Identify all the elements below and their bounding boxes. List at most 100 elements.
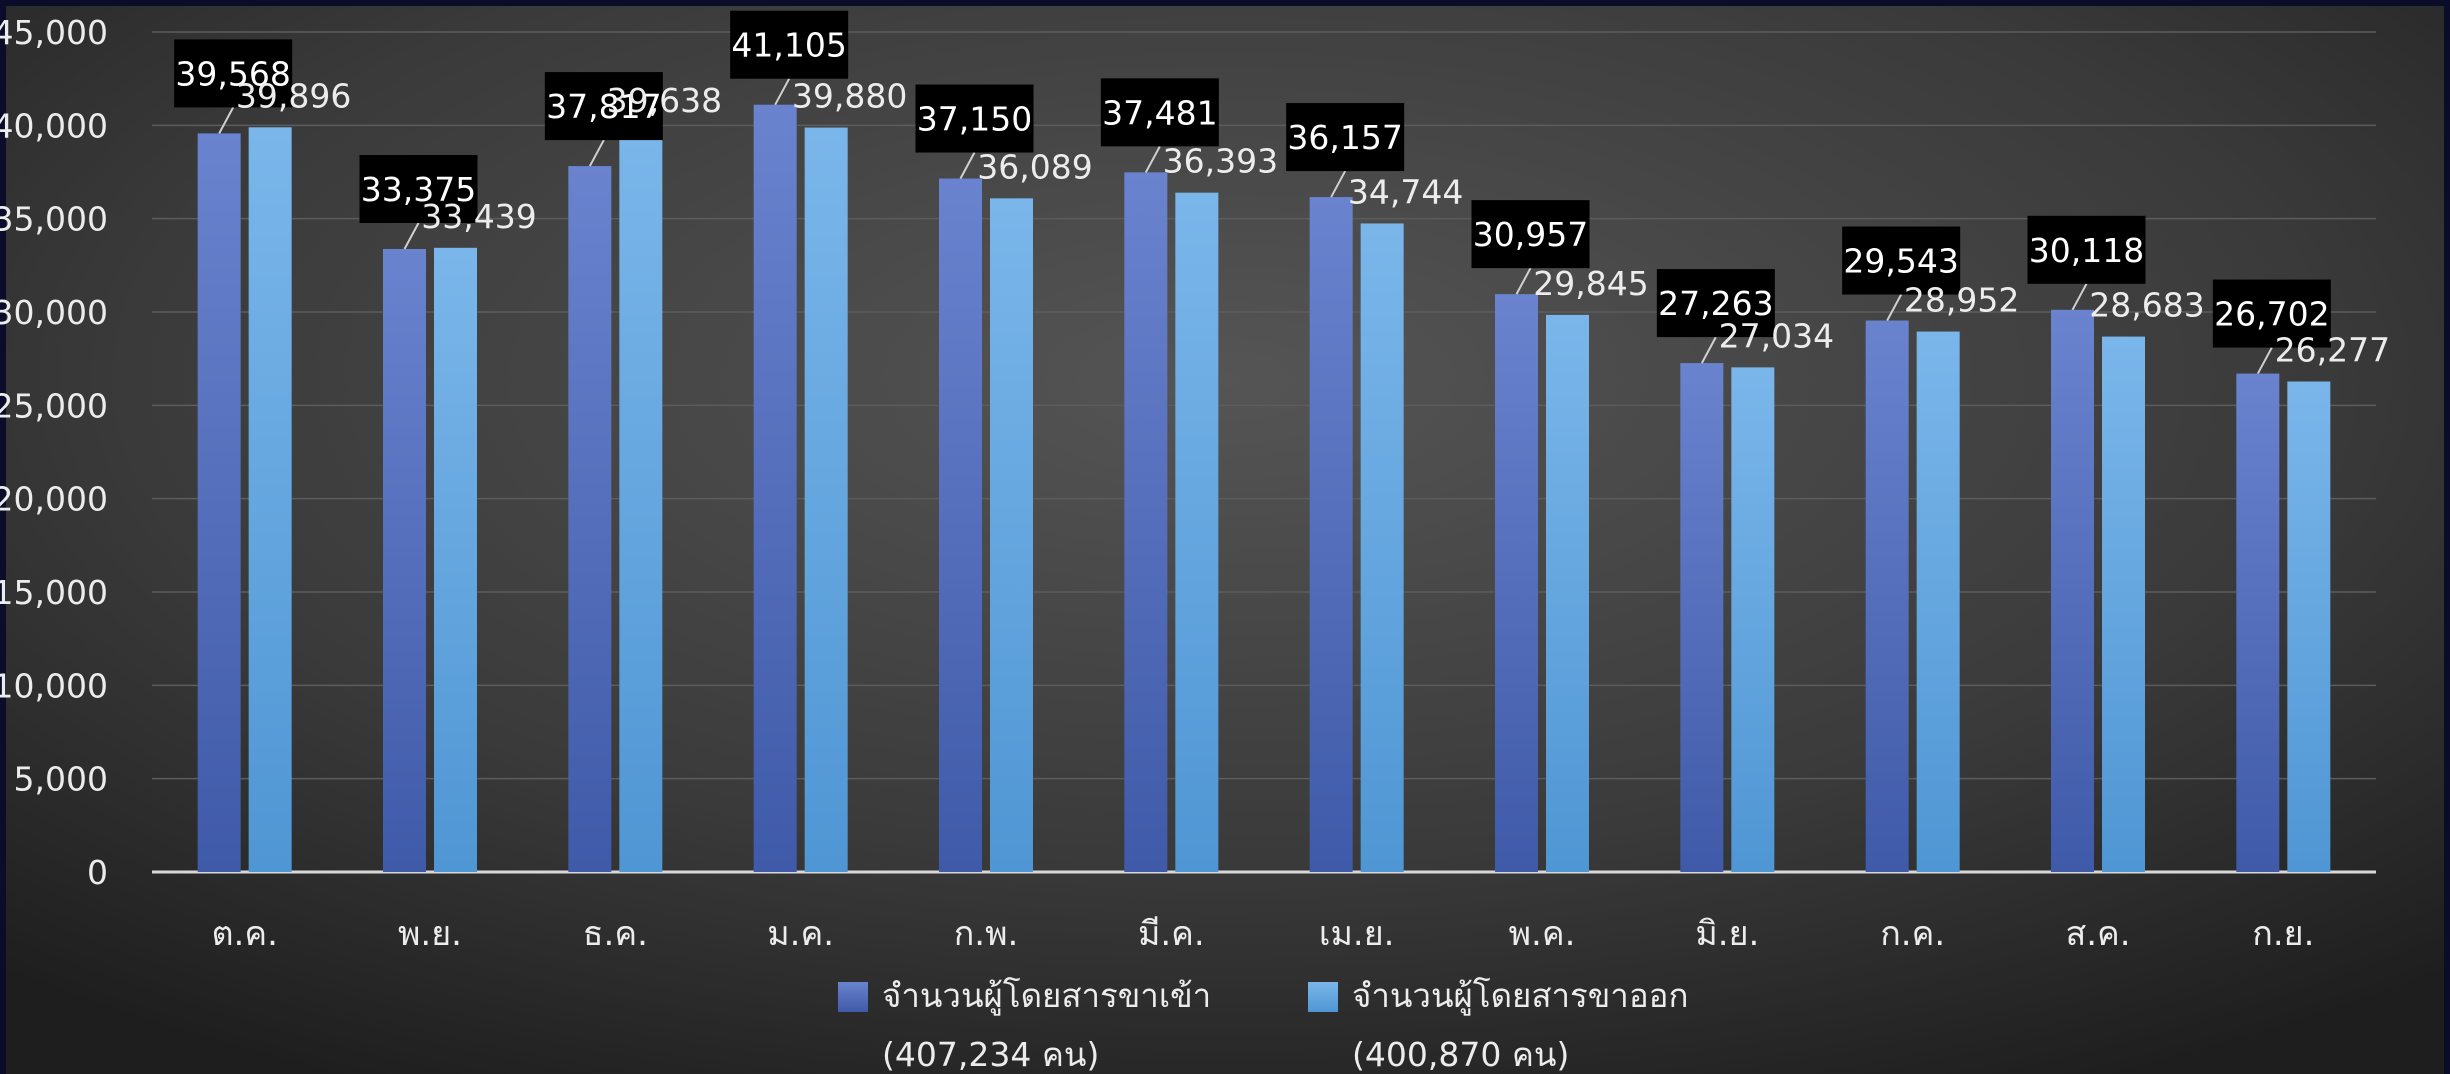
data-label-leader	[959, 152, 976, 180]
bar-inbound	[939, 178, 982, 873]
data-label-outbound: 36,393	[1163, 142, 1278, 181]
bar-inbound	[1495, 294, 1538, 872]
data-label-box	[1471, 200, 1590, 269]
data-label-inbound: 30,957	[1473, 215, 1588, 254]
data-label-outbound: 33,439	[421, 197, 536, 236]
data-label-inbound: 36,157	[1287, 118, 1402, 157]
legend-swatch-inbound	[838, 982, 868, 1012]
data-label-box	[359, 155, 478, 223]
data-label-box	[1286, 103, 1405, 172]
data-label-leader	[588, 139, 605, 167]
x-tick-label: ธ.ค.	[583, 914, 648, 954]
data-label-box	[1842, 226, 1961, 295]
y-tick-label: 5,000	[14, 760, 108, 799]
data-label-outbound: 28,683	[2089, 286, 2204, 325]
data-label-inbound: 37,481	[1102, 93, 1217, 132]
bar-outbound	[1175, 192, 1219, 872]
x-tick-label: ก.ค.	[1880, 914, 1945, 954]
data-label-inbound: 26,702	[2214, 295, 2329, 334]
x-tick-label: พ.ย.	[398, 914, 462, 954]
data-label-outbound: 36,089	[977, 147, 1092, 186]
gridlines	[152, 31, 2376, 874]
bar-outbound	[1546, 314, 1589, 873]
bar-inbound	[2051, 309, 2094, 872]
bar-inbound	[1309, 197, 1353, 872]
y-tick-label: 15,000	[0, 573, 108, 612]
data-label-box	[2212, 279, 2331, 348]
data-label-box	[730, 10, 849, 79]
bar-outbound	[1916, 331, 1960, 873]
data-label-outbound: 29,845	[1533, 264, 1648, 303]
bar-inbound	[383, 249, 426, 872]
bar-outbound	[2102, 336, 2145, 873]
legend-total: (400,870 คน)	[1352, 1035, 1569, 1074]
legend-label: จำนวนผู้โดยสารขาออก	[1352, 976, 1688, 1016]
x-tick-label: ก.พ.	[954, 914, 1019, 954]
y-axis-ticks: 0 5,000 10,000 15,000 20,000 25,000 30,000 35,0…	[0, 13, 108, 892]
bar-inbound	[1865, 320, 1909, 873]
data-label-inbound: 30,118	[2029, 231, 2144, 270]
data-label-outbound: 39,880	[792, 77, 907, 116]
data-label-inbound: 37,150	[917, 100, 1032, 139]
y-tick-label: 10,000	[0, 666, 108, 705]
data-label-inbound: 29,543	[1843, 242, 1958, 281]
data-label-outbound: 34,744	[1348, 172, 1463, 211]
data-label-box	[544, 72, 663, 141]
x-tick-label: ม.ค.	[767, 914, 834, 954]
x-tick-label: มิ.ย.	[1695, 914, 1759, 954]
data-label-leader	[403, 222, 420, 250]
data-label-box	[1656, 269, 1775, 338]
y-tick-label: 0	[87, 853, 108, 892]
bar-outbound	[2287, 381, 2331, 872]
x-axis-ticks: ต.ค. พ.ย. ธ.ค. ม.ค. ก.พ. มี.ค. เม.ย. พ.ค. มิ.ย. ก…	[211, 914, 2314, 954]
legend-total: (407,234 คน)	[882, 1035, 1099, 1074]
data-label-inbound: 27,263	[1658, 284, 1773, 323]
x-tick-label: มี.ค.	[1138, 914, 1205, 954]
y-tick-label: 45,000	[0, 13, 108, 52]
data-label-box	[174, 39, 293, 108]
x-tick-label: พ.ค.	[1509, 914, 1576, 954]
bar-outbound	[1731, 367, 1775, 872]
data-label-outbound: 26,277	[2275, 330, 2390, 369]
y-tick-label: 30,000	[0, 293, 108, 332]
data-label-box	[915, 84, 1034, 153]
bars	[197, 104, 2331, 873]
data-label-inbound: 41,105	[731, 26, 846, 65]
y-tick-label: 40,000	[0, 106, 108, 145]
data-label-inbound: 37,817	[546, 87, 661, 126]
data-label-inbound: 33,375	[361, 170, 476, 209]
data-label-leader	[2071, 283, 2088, 311]
bar-inbound	[753, 104, 797, 872]
bar-inbound	[1124, 172, 1168, 872]
legend: จำนวนผู้โดยสารขาเข้า (407,234 คน) จำนวนผู้…	[838, 976, 1688, 1074]
legend-label: จำนวนผู้โดยสารขาเข้า	[882, 976, 1211, 1016]
data-label-leader	[2256, 347, 2273, 375]
x-tick-label: ส.ค.	[2065, 914, 2130, 954]
bar-inbound	[568, 166, 612, 873]
y-tick-label: 25,000	[0, 386, 108, 425]
data-label-outbound: 39,896	[236, 76, 351, 115]
data-label-leader	[1515, 267, 1532, 295]
data-label-box	[1100, 78, 1219, 147]
data-label-leader	[1330, 170, 1347, 198]
data-label-inbound: 39,568	[175, 54, 290, 93]
bar-inbound	[1680, 363, 1724, 872]
x-tick-label: ก.ย.	[2252, 914, 2314, 954]
bar-inbound	[2236, 373, 2280, 872]
data-label-outbound: 27,034	[1719, 316, 1834, 355]
x-tick-label: เม.ย.	[1319, 914, 1395, 954]
data-label-box	[2027, 215, 2146, 284]
data-label-leader	[774, 78, 791, 106]
data-label-leader	[1700, 336, 1717, 364]
bar-outbound	[804, 127, 848, 872]
bar-outbound	[990, 198, 1033, 872]
bar-outbound	[248, 127, 292, 873]
data-label-leader	[1886, 294, 1903, 322]
data-label-leader	[218, 106, 235, 134]
bar-outbound	[619, 132, 663, 872]
bar-outbound	[434, 247, 477, 873]
x-tick-label: ต.ค.	[211, 914, 277, 954]
